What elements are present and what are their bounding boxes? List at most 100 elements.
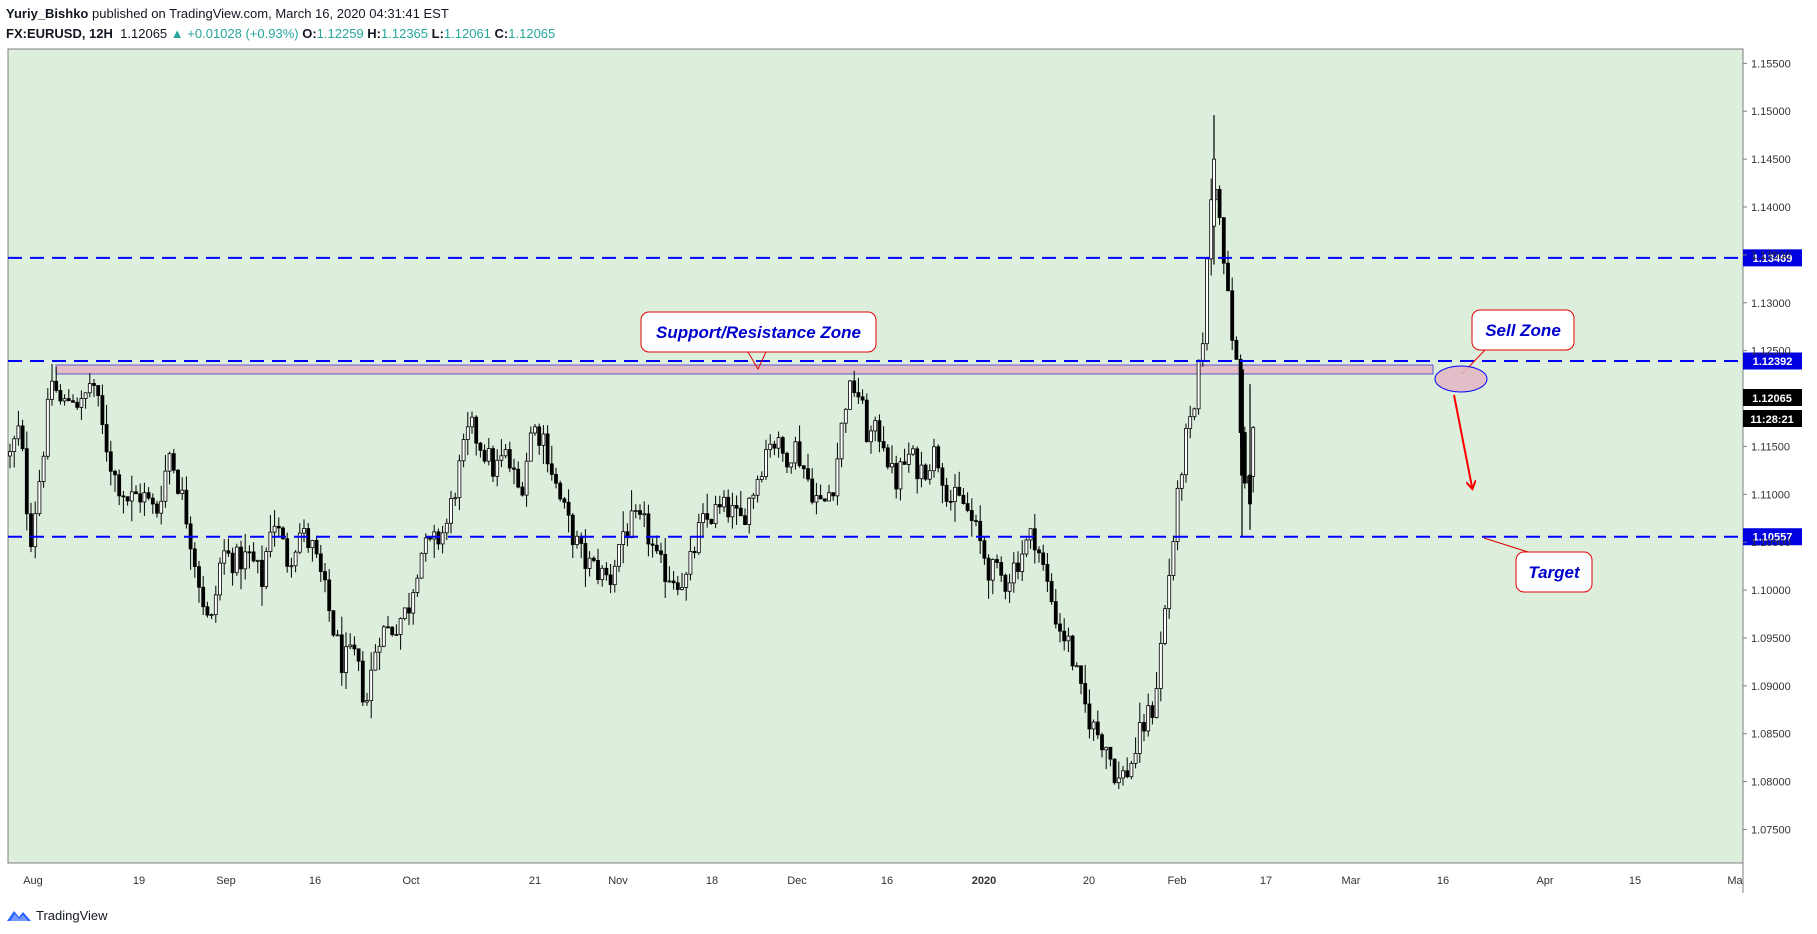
candle-body [617,544,621,567]
candle-body [1083,683,1088,705]
price-chart[interactable]: 1.13469 1.12392 1.10557 1.07500 1.08000 1.08… [0,0,1817,900]
candle-body [478,442,483,451]
candle-body [54,380,59,391]
price-tick-label: 1.08500 [1751,729,1791,741]
candle-body [1121,770,1125,779]
price-change: +0.01028 (+0.93%) [187,26,299,41]
candle-body [667,580,672,583]
candle-body [1142,722,1146,732]
candle-body [75,401,80,408]
candle-body [398,618,403,635]
candle-body [1240,369,1244,476]
time-tick-label: 16 [881,875,893,887]
candle-body [310,539,315,549]
candle-body [29,513,33,548]
sr-zone-band[interactable] [55,364,1434,375]
candle-body [449,498,453,524]
sell-zone-ellipse[interactable] [1434,365,1488,393]
candle-body [751,494,756,499]
candle-body [239,546,243,570]
candle-body [717,504,722,508]
candle-body [276,525,281,529]
candle-body [281,527,285,540]
price-axis[interactable]: 1.07500 1.08000 1.08500 1.09000 1.09500 1.100… [1743,58,1791,836]
down-arrow [1453,394,1472,487]
candle-body [692,550,697,554]
candle-body [1028,528,1033,541]
candle-body [1049,580,1054,603]
candle-body [507,449,512,469]
time-axis[interactable]: Aug 19 Sep 16 Oct 21 Nov 18 Dec 16 2020 20 Feb 17 Mar 1… [23,875,1743,887]
candle-body [150,497,155,505]
candle-body [24,448,29,515]
candle-body [419,552,424,579]
target-callout-text: Target [1528,563,1581,582]
candle-body [306,528,311,549]
candle-body [1058,623,1062,632]
candle-body [495,459,500,477]
candle-body [999,562,1004,576]
candle-body [134,491,138,495]
candle-body [50,380,54,400]
time-tick-label: Mar [1342,875,1361,887]
candle-body [176,469,180,494]
candle-body [272,525,277,533]
candle-body [386,626,390,629]
chart-header: Yuriy_Bishko published on TradingView.co… [6,4,555,44]
footer-brand[interactable]: TradingView [6,904,108,926]
candle-body [1032,528,1037,551]
candle-body [730,505,735,518]
price-tick-label: 1.11500 [1751,441,1790,453]
candle-body [713,504,718,525]
candle-body [470,416,474,428]
candle-body [583,543,588,569]
level-price-label: 1.13469 [1753,253,1793,265]
time-tick-label: 20 [1083,875,1095,887]
author-name[interactable]: Yuriy_Bishko [6,6,89,21]
price-tick-label: 1.12500 [1751,346,1791,358]
candle-body [629,510,634,539]
candle-body [818,495,823,500]
candle-body [1158,643,1163,689]
level-price-tag [1743,352,1802,370]
candle-body [1091,721,1096,730]
last-price: 1.12065 [120,26,168,41]
candle-body [982,540,987,559]
level-price-label: 1.12392 [1753,356,1793,368]
candle-body [129,491,134,502]
candle-body [20,425,25,450]
candle-body [969,510,974,522]
candle-body [465,426,470,440]
tradingview-brand: TradingView [36,907,108,923]
target-callout[interactable]: Target [1483,537,1593,593]
sell-zone-callout[interactable]: Sell Zone [1461,309,1575,375]
candle-body [66,398,71,402]
candle-body [1154,688,1159,718]
candle-body [587,557,592,569]
candle-body [87,383,92,394]
candle-body [663,553,668,582]
time-tick-label: 16 [1437,875,1449,887]
candle-body [801,465,806,470]
plot-area[interactable] [7,48,1744,864]
candle-body [646,513,651,545]
candle-body [990,559,995,581]
symbol-label[interactable]: FX:EURUSD, 12H [6,26,113,41]
candle-body [604,567,609,576]
candle-body [180,489,185,494]
sr-zone-callout[interactable]: Support/Resistance Zone [640,311,877,371]
candle-body [12,438,17,452]
candle-body [524,460,529,496]
candle-body [8,451,12,457]
candle-body [1234,339,1239,360]
candle-body [541,433,546,446]
close-value: 1.12065 [508,26,556,41]
candle-body [113,470,117,476]
candle-body [314,539,319,555]
candle-body [407,607,411,614]
candle-body [251,551,256,562]
candle-body [1196,359,1201,410]
publish-info-row: Yuriy_Bishko published on TradingView.co… [6,4,555,24]
candle-body [302,528,306,534]
price-tick-label: 1.15000 [1751,106,1791,118]
